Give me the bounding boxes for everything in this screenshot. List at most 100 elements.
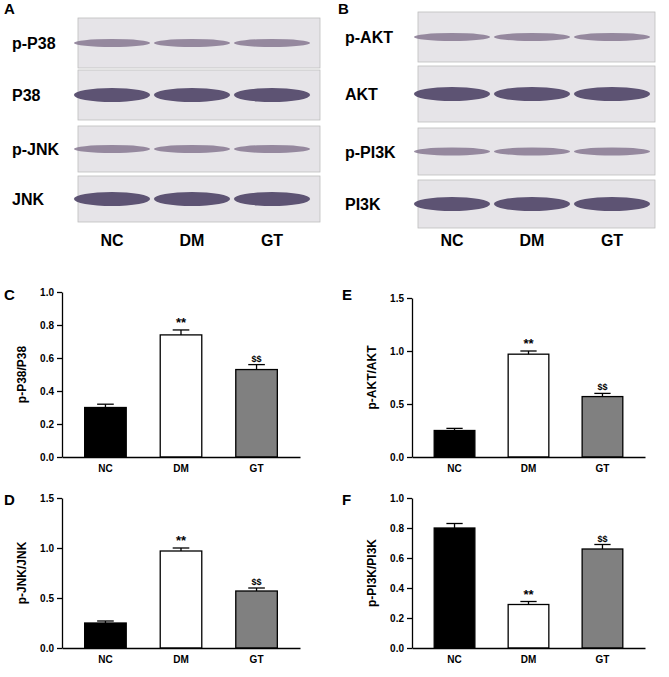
x-tick: NC	[98, 457, 112, 474]
error-bar	[248, 588, 265, 591]
bar-chart: **$$0.00.51.01.5NCDMGTp-JNK/JNKD	[4, 491, 301, 665]
blot-band	[234, 192, 310, 206]
bar	[236, 591, 278, 648]
y-tick: 1.5	[40, 493, 62, 504]
tick-mark	[57, 325, 62, 326]
error-cap	[594, 544, 610, 545]
axis-line	[62, 499, 63, 649]
tick-label: 1.5	[40, 493, 54, 504]
bar	[508, 605, 549, 649]
tick-label: 0.0	[390, 643, 404, 654]
bar-chart: **$$0.00.20.40.60.81.0NCDMGTp-PI3K/PI3KF	[342, 491, 646, 665]
significance-label: $$	[597, 534, 607, 544]
x-axis: NCDMGT	[413, 648, 646, 665]
axis-line	[62, 293, 63, 458]
y-tick: 0.4	[390, 583, 412, 594]
blot-band	[154, 39, 230, 47]
tick-label: DM	[521, 463, 537, 474]
blot-row-label: p-P38	[12, 35, 56, 52]
lane-label: GT	[601, 232, 623, 249]
blot-band	[414, 33, 490, 41]
axis-line	[63, 648, 301, 649]
y-axis: 0.00.20.40.60.81.0	[40, 287, 62, 463]
tick-label: 0.4	[40, 386, 54, 397]
error-cap	[97, 620, 114, 621]
x-tick: NC	[98, 648, 112, 665]
y-tick: 0.6	[390, 553, 412, 564]
tick-label: 0.5	[40, 593, 54, 604]
error-bar	[446, 428, 462, 430]
blot-band	[74, 192, 150, 206]
tick-label: 1.0	[390, 346, 404, 357]
blot-band	[154, 192, 230, 206]
tick-label: 0.0	[40, 643, 54, 654]
error-cap	[248, 587, 265, 588]
y-tick: 0.8	[390, 523, 412, 534]
bar	[582, 549, 623, 648]
error-bar	[248, 365, 265, 370]
bar	[85, 408, 127, 458]
error-bar	[594, 393, 610, 396]
tick-mark	[407, 648, 412, 649]
significance-label: $$	[252, 577, 262, 587]
blot-panel: Ap-P38P38p-JNKJNKNCDMGT	[4, 0, 320, 249]
tick-label: 0.0	[40, 452, 54, 463]
panel-label: E	[342, 286, 352, 303]
error-line	[180, 330, 181, 335]
blot-band	[74, 145, 150, 153]
blot-panel: Bp-AKTAKTp-PI3KPI3KNCDMGT	[338, 0, 655, 249]
tick-label: 0.2	[390, 613, 404, 624]
tick-label: 0.5	[390, 399, 404, 410]
blot-band	[574, 197, 650, 211]
x-tick: DM	[521, 457, 537, 474]
tick-label: DM	[173, 654, 189, 665]
y-axis-title: p-PI3K/PI3K	[365, 539, 379, 607]
tick-label: NC	[98, 654, 112, 665]
error-bar	[173, 548, 190, 551]
panel-label: A	[4, 0, 15, 17]
tick-mark	[57, 648, 62, 649]
blot-band	[74, 88, 150, 102]
blot-band	[494, 87, 570, 101]
error-bar	[97, 404, 114, 407]
tick-mark	[57, 457, 62, 458]
bar	[160, 335, 202, 457]
tick-mark	[407, 618, 412, 619]
bar	[434, 431, 475, 458]
blot-band	[234, 145, 310, 153]
y-tick: 1.0	[390, 346, 412, 357]
y-tick: 0.0	[40, 452, 62, 463]
y-tick: 0.5	[390, 399, 412, 410]
tick-label: 1.0	[40, 287, 54, 298]
axis-line	[413, 648, 646, 649]
blot-row-label: p-JNK	[12, 141, 60, 158]
y-tick: 1.5	[390, 293, 412, 304]
y-axis: 0.0 0.5 1.0 1.5	[390, 293, 412, 463]
tick-label: NC	[447, 463, 461, 474]
error-cap	[446, 428, 462, 429]
x-axis: NCDMGT	[413, 457, 646, 474]
significance-label: **	[523, 587, 534, 602]
x-tick: DM	[173, 648, 189, 665]
tick-label: 1.0	[40, 543, 54, 554]
plot-marks	[434, 524, 623, 649]
plot-marks	[434, 351, 623, 457]
plot-marks	[85, 330, 278, 457]
y-tick: 0.0	[390, 452, 412, 463]
tick-mark	[407, 558, 412, 559]
error-bar	[446, 524, 462, 529]
y-tick: 0.2	[390, 613, 412, 624]
significance-label: $$	[252, 354, 262, 364]
bar	[160, 551, 202, 648]
tick-mark	[57, 358, 62, 359]
y-tick: 0.6	[40, 353, 62, 364]
blot-row-label: AKT	[345, 86, 378, 103]
tick-label: DM	[173, 463, 189, 474]
error-bar	[520, 351, 536, 354]
x-tick: DM	[521, 648, 537, 665]
blot-band	[574, 33, 650, 41]
tick-label: NC	[447, 654, 461, 665]
blot-band	[574, 148, 650, 156]
tick-mark	[407, 298, 412, 299]
y-tick: 0.2	[40, 419, 62, 430]
